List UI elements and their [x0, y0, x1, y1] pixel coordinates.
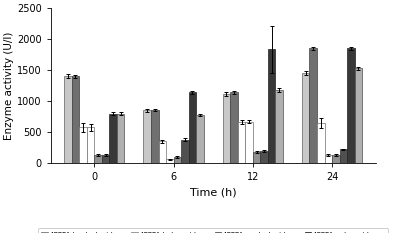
X-axis label: Time (h): Time (h) — [190, 188, 236, 198]
Bar — [144, 110, 151, 163]
Bar — [223, 94, 230, 163]
Legend: APPPA.bgalactosidase, control.bgalactosidase, APPPA.bglucosidase, control.bgluco: APPPA.bgalactosidase, control.bgalactosi… — [38, 228, 388, 233]
Bar — [196, 115, 204, 163]
Bar — [189, 93, 196, 163]
Bar — [238, 122, 245, 163]
Bar — [310, 48, 317, 163]
Bar — [64, 76, 72, 163]
Bar — [87, 127, 94, 163]
Bar — [355, 68, 362, 163]
Bar — [94, 155, 102, 163]
Bar — [181, 140, 189, 163]
Bar — [253, 152, 260, 163]
Bar — [102, 155, 109, 163]
Bar — [151, 110, 158, 163]
Bar — [340, 149, 347, 163]
Bar — [72, 76, 79, 163]
Bar — [158, 141, 166, 163]
Bar — [324, 155, 332, 163]
Bar — [317, 123, 324, 163]
Bar — [347, 48, 355, 163]
Bar — [166, 159, 174, 163]
Bar — [260, 151, 268, 163]
Bar — [230, 93, 238, 163]
Bar — [302, 73, 310, 163]
Bar — [275, 90, 283, 163]
Bar — [117, 113, 124, 163]
Y-axis label: Enzyme activity (U/l): Enzyme activity (U/l) — [4, 31, 14, 140]
Bar — [245, 122, 253, 163]
Bar — [268, 49, 275, 163]
Bar — [79, 127, 87, 163]
Bar — [109, 113, 117, 163]
Bar — [332, 155, 340, 163]
Bar — [174, 157, 181, 163]
